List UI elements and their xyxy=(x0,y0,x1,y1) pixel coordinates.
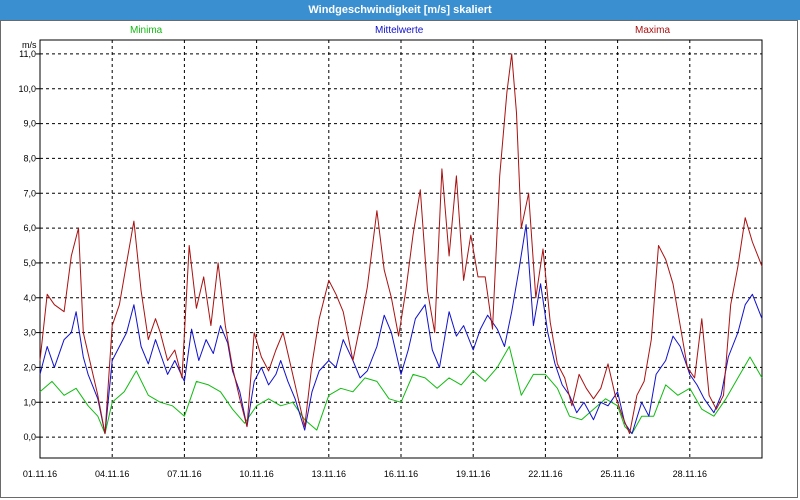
x-tick-label: 10.11.16 xyxy=(239,469,273,479)
y-tick-label: 4,0 xyxy=(23,293,36,303)
y-tick-label: 5,0 xyxy=(23,258,36,268)
y-tick-label: 0,0 xyxy=(23,432,36,442)
series-line-maxima xyxy=(39,53,763,435)
series-line-mittelwerte xyxy=(39,224,763,435)
y-tick-label: 11,0 xyxy=(19,49,36,59)
chart-title: Windgeschwindigkeit [m/s] skaliert xyxy=(308,4,492,16)
y-tick-label: 9,0 xyxy=(23,119,36,129)
x-tick-label: 04.11.16 xyxy=(95,469,129,479)
y-tick-label: 10,0 xyxy=(18,84,36,94)
title-bar: Windgeschwindigkeit [m/s] skaliert xyxy=(0,0,800,20)
y-tick-label: 2,0 xyxy=(23,362,36,372)
x-tick-label: 25.11.16 xyxy=(600,469,634,479)
x-tick-label: 13.11.16 xyxy=(312,469,346,479)
x-tick-label: 19.11.16 xyxy=(456,469,490,479)
chart-frame xyxy=(0,20,798,498)
x-tick-label: 28.11.16 xyxy=(673,469,707,479)
y-tick-label: 1,0 xyxy=(23,397,36,407)
y-tick-label: 7,0 xyxy=(23,188,36,198)
x-tick-label: 07.11.16 xyxy=(167,469,201,479)
legend-minima: Minima xyxy=(130,25,163,36)
y-tick-label: 6,0 xyxy=(23,223,36,233)
y-tick-label: 8,0 xyxy=(23,153,36,163)
y-tick-label: 3,0 xyxy=(23,328,36,338)
legend-mittelwerte: Mittelwerte xyxy=(375,25,424,36)
x-tick-label: 01.11.16 xyxy=(23,469,57,479)
x-tick-label: 22.11.16 xyxy=(528,469,562,479)
y-axis-unit: m/s xyxy=(22,40,37,50)
x-tick-label: 16.11.16 xyxy=(384,469,418,479)
legend-maxima: Maxima xyxy=(635,25,671,36)
series-line-minima xyxy=(39,346,763,435)
